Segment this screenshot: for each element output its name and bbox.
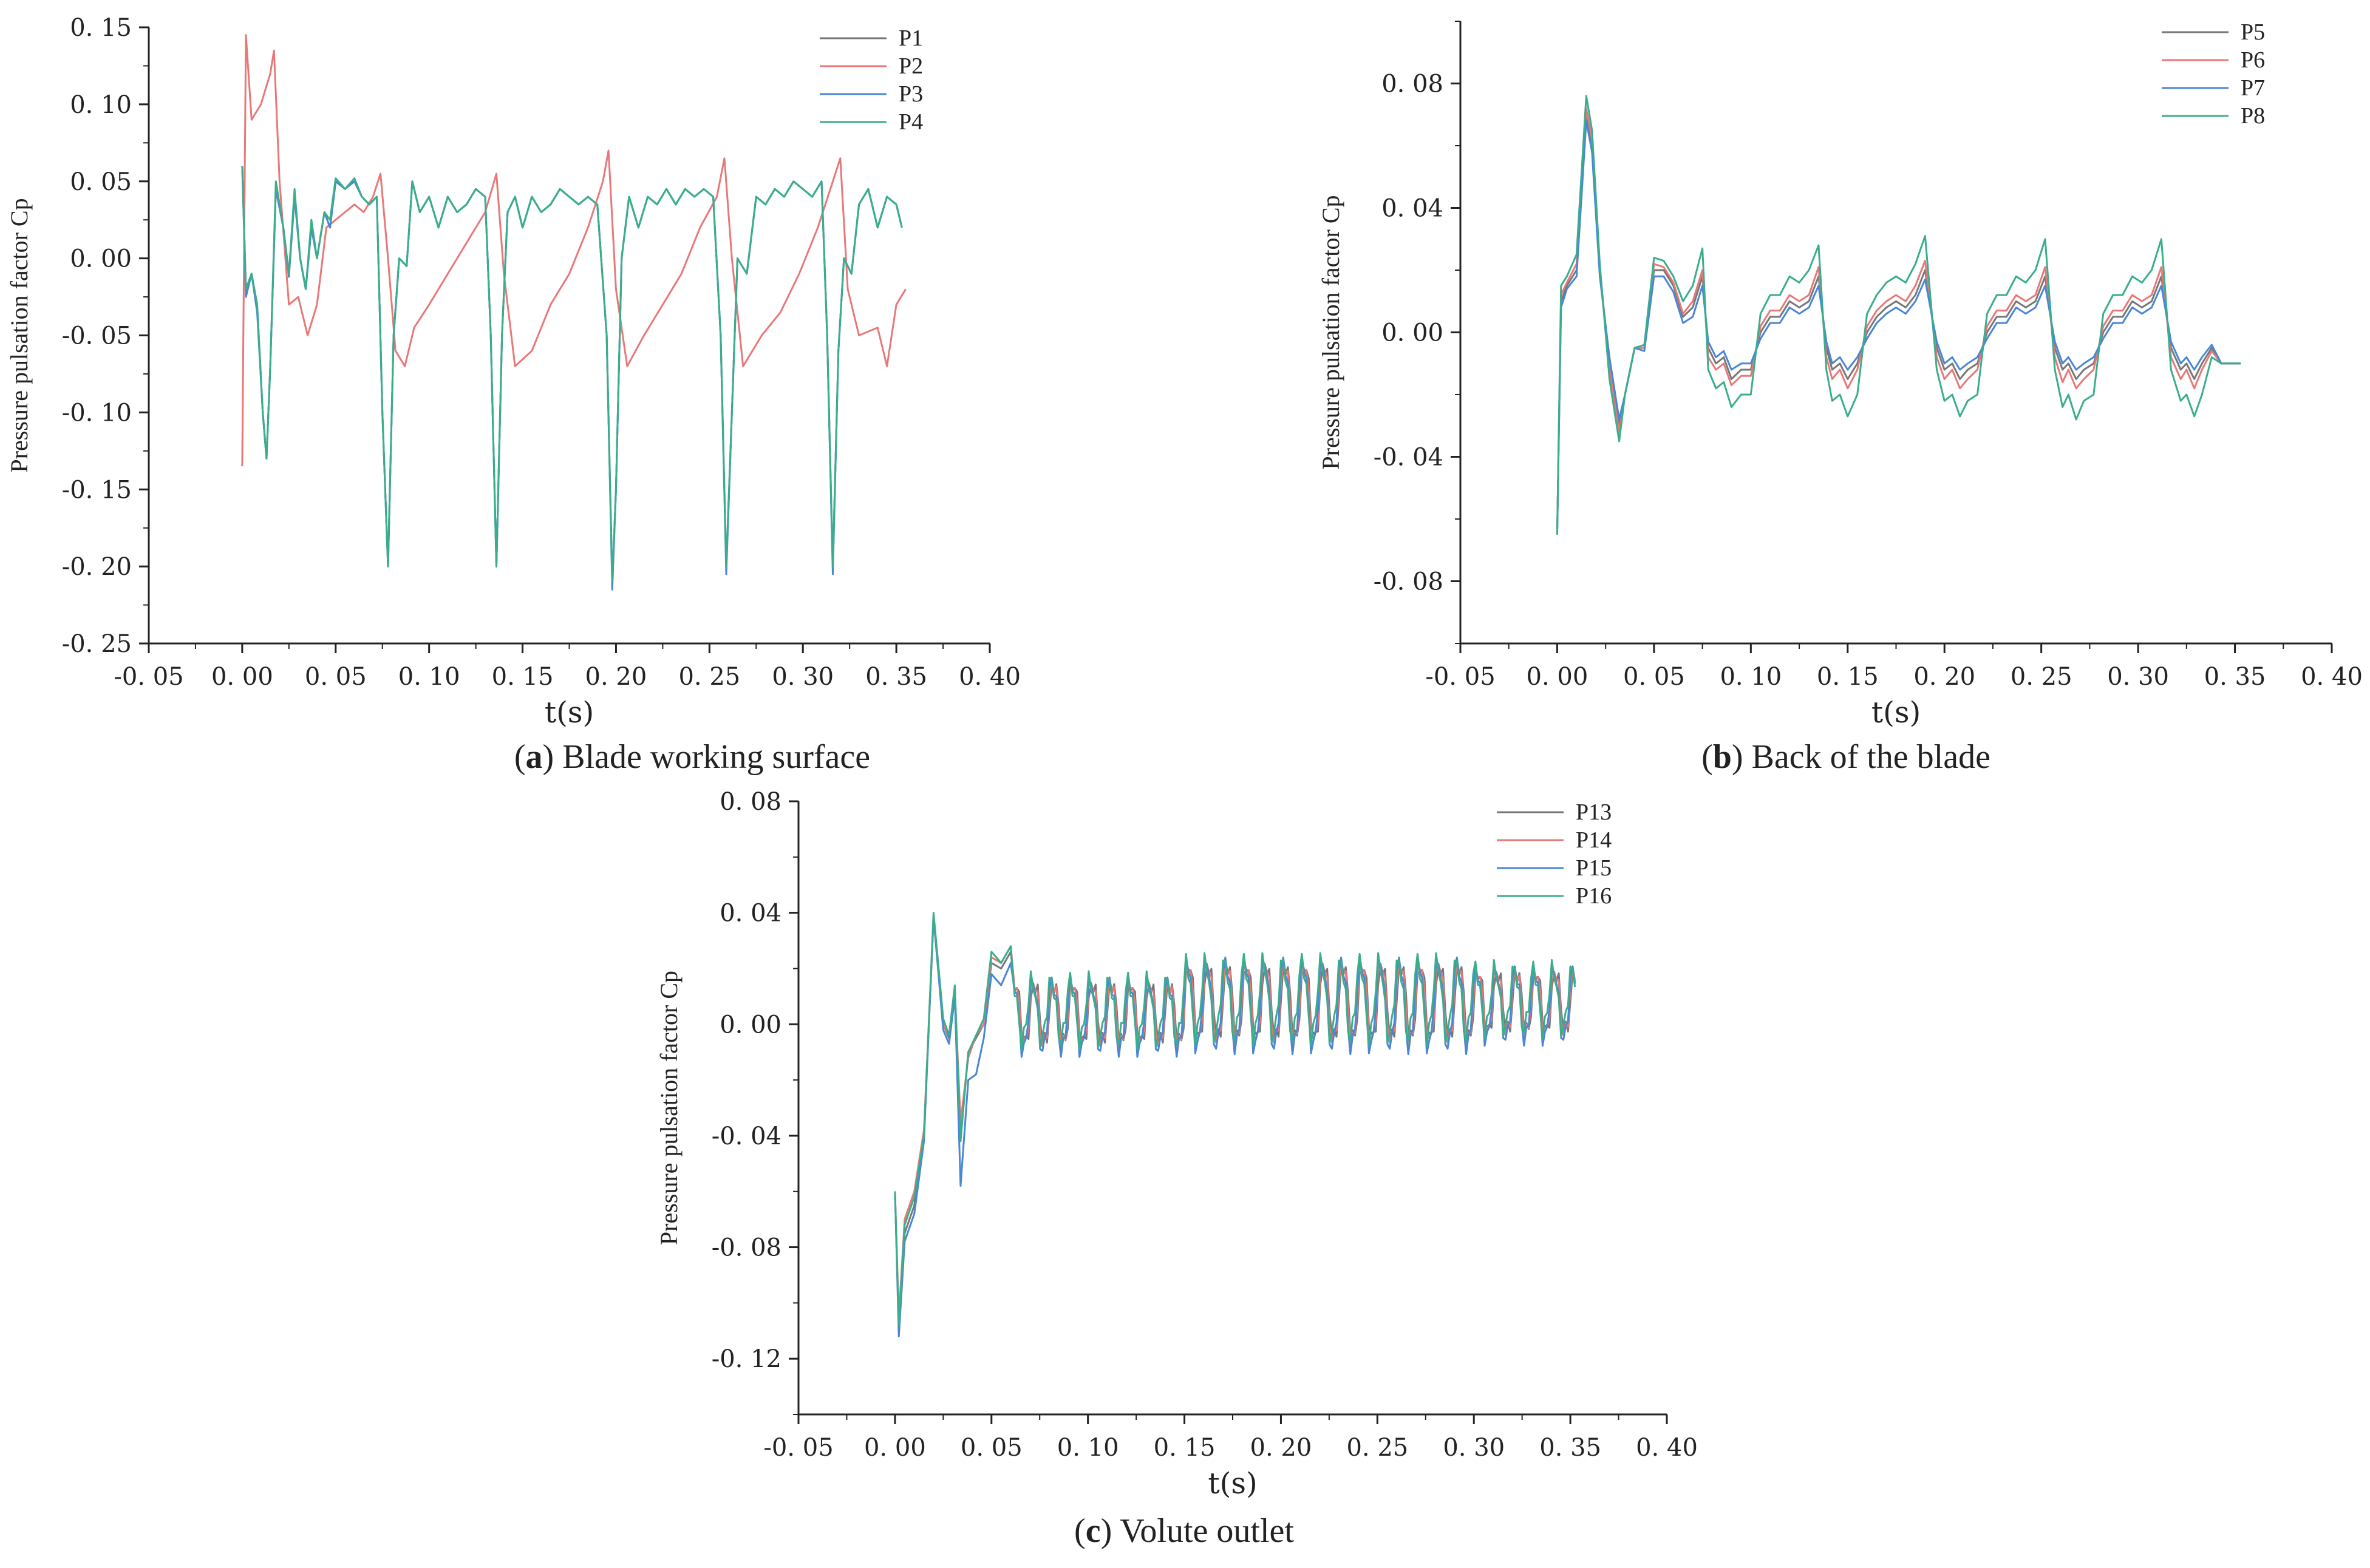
legend-label-p3: P3 xyxy=(899,81,923,107)
caption-a-text: ) Blade working surface xyxy=(542,738,871,776)
y-tick-label-c: -0. 08 xyxy=(712,1234,781,1262)
x-tick-label-c: 0. 05 xyxy=(961,1434,1023,1462)
x-tick-label-b: -0. 05 xyxy=(1425,663,1495,691)
caption-b: (b) Back of the blade xyxy=(1701,738,1990,776)
legend-label-p4: P4 xyxy=(899,109,923,135)
legend-label-p7: P7 xyxy=(2241,75,2265,101)
y-tick-label-c: 0. 04 xyxy=(720,900,781,928)
x-tick-label-b: 0. 30 xyxy=(2107,663,2169,691)
x-axis-label-a: t(s) xyxy=(545,696,594,730)
y-tick-label-b: -0. 08 xyxy=(1374,568,1443,596)
legend-label-p16: P16 xyxy=(1576,883,1612,909)
caption-c: (c) Volute outlet xyxy=(1074,1512,1294,1550)
x-tick-label-c: 0. 40 xyxy=(1636,1434,1698,1462)
y-tick-label-a: -0. 25 xyxy=(62,630,132,658)
x-tick-label-b: 0. 10 xyxy=(1720,663,1782,691)
y-tick-label-a: -0. 20 xyxy=(62,553,132,581)
y-axis-label-c: Pressure pulsation factor Cp xyxy=(655,971,683,1245)
y-tick-label-a: 0. 05 xyxy=(70,168,132,196)
y-tick-label-c: -0. 12 xyxy=(712,1345,781,1373)
series-line-p5 xyxy=(1556,114,2241,535)
y-tick-label-a: -0. 10 xyxy=(62,399,132,427)
caption-c-letter: c xyxy=(1085,1512,1101,1550)
caption-c-text: ) Volute outlet xyxy=(1100,1512,1294,1550)
y-tick-label-b: -0. 04 xyxy=(1374,444,1443,472)
x-tick-label-c: -0. 05 xyxy=(763,1434,833,1462)
x-axis-label-b: t(s) xyxy=(1871,696,1921,730)
x-tick-label-a: 0. 15 xyxy=(492,663,554,691)
caption-b-letter: b xyxy=(1712,738,1732,776)
x-tick-label-a: 0. 10 xyxy=(398,663,460,691)
y-tick-label-a: 0. 15 xyxy=(70,14,132,42)
y-tick-label-c: 0. 08 xyxy=(720,788,781,816)
series-line-p16 xyxy=(894,912,1576,1326)
x-tick-label-a: 0. 20 xyxy=(585,663,647,691)
legend-label-p5: P5 xyxy=(2241,19,2265,45)
x-tick-label-b: 0. 15 xyxy=(1817,663,1879,691)
y-tick-label-b: 0. 04 xyxy=(1381,195,1443,223)
series-line-p1 xyxy=(241,166,903,583)
series-line-p3 xyxy=(241,166,903,591)
x-tick-label-a: 0. 35 xyxy=(865,663,927,691)
caption-a: (a) Blade working surface xyxy=(514,738,871,776)
y-tick-label-c: 0. 00 xyxy=(720,1011,781,1039)
series-line-p7 xyxy=(1556,120,2241,535)
x-axis-label-c: t(s) xyxy=(1208,1467,1257,1501)
y-tick-label-b: 0. 08 xyxy=(1381,70,1443,98)
x-tick-label-b: 0. 35 xyxy=(2204,663,2266,691)
series-line-p8 xyxy=(1556,95,2241,535)
caption-a-letter: a xyxy=(525,738,543,776)
y-tick-label-a: -0. 15 xyxy=(62,476,132,504)
x-tick-label-a: 0. 00 xyxy=(211,663,273,691)
x-tick-label-c: 0. 10 xyxy=(1057,1434,1119,1462)
x-tick-label-c: 0. 35 xyxy=(1539,1434,1601,1462)
y-tick-label-a: 0. 10 xyxy=(70,91,132,119)
x-tick-label-b: 0. 20 xyxy=(1913,663,1975,691)
legend-label-p15: P15 xyxy=(1576,855,1612,881)
x-tick-label-b: 0. 40 xyxy=(2301,663,2363,691)
x-tick-label-a: 0. 25 xyxy=(678,663,740,691)
series-line-p2 xyxy=(241,34,907,467)
x-tick-label-b: 0. 25 xyxy=(2011,663,2072,691)
x-tick-label-b: 0. 00 xyxy=(1527,663,1589,691)
x-tick-label-c: 0. 30 xyxy=(1443,1434,1505,1462)
x-tick-label-a: 0. 30 xyxy=(772,663,834,691)
legend-label-p6: P6 xyxy=(2241,47,2265,73)
y-axis-label-a: Pressure pulsation factor Cp xyxy=(5,198,33,472)
legend-label-p14: P14 xyxy=(1576,827,1612,853)
x-tick-label-c: 0. 25 xyxy=(1346,1434,1408,1462)
y-tick-label-b: 0. 00 xyxy=(1381,319,1443,347)
series-line-p4 xyxy=(241,166,903,583)
x-tick-label-b: 0. 05 xyxy=(1623,663,1685,691)
legend-label-p8: P8 xyxy=(2241,103,2265,129)
y-axis-label-b: Pressure pulsation factor Cp xyxy=(1317,195,1344,469)
legend-label-p1: P1 xyxy=(899,25,923,51)
legend-label-p13: P13 xyxy=(1576,799,1612,825)
legend-label-p2: P2 xyxy=(899,53,923,79)
x-tick-label-a: -0. 05 xyxy=(114,663,183,691)
y-tick-label-a: -0. 05 xyxy=(62,322,132,350)
x-tick-label-a: 0. 40 xyxy=(959,663,1021,691)
x-tick-label-c: 0. 00 xyxy=(864,1434,926,1462)
series-line-p6 xyxy=(1556,107,2241,535)
caption-b-text: ) Back of the blade xyxy=(1731,738,1990,776)
y-tick-label-c: -0. 04 xyxy=(712,1122,781,1150)
y-tick-label-a: 0. 00 xyxy=(70,245,132,273)
x-tick-label-c: 0. 20 xyxy=(1250,1434,1312,1462)
x-tick-label-a: 0. 05 xyxy=(305,663,367,691)
x-tick-label-c: 0. 15 xyxy=(1154,1434,1216,1462)
